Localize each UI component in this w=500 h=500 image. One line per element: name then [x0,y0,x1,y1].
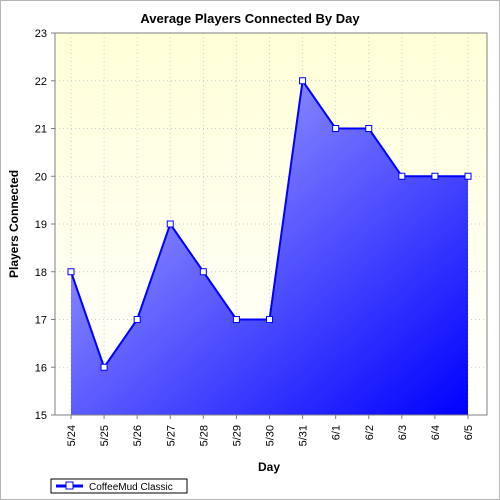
y-tick-label: 16 [35,362,47,374]
legend-marker-swatch [65,481,74,490]
data-point-marker [133,316,141,323]
x-tick-label: 5/30 [265,425,277,446]
y-tick-label: 18 [35,267,47,279]
x-tick-label: 5/25 [99,425,111,446]
data-point-marker [332,125,340,132]
data-point-marker [266,316,273,323]
series-markers [67,77,472,371]
legend-label: CoffeeMud Classic [89,482,173,493]
x-tick-label: 6/3 [397,425,409,440]
y-axis-title: Players Connected [7,170,21,278]
x-tick-label: 6/2 [364,425,376,440]
series-area-fill [71,80,468,415]
data-point-marker [166,220,174,228]
y-tick-label: 15 [35,410,47,422]
x-tick-label: 5/26 [132,425,144,446]
data-point-marker [199,268,207,276]
x-tick-label: 6/4 [430,425,442,440]
y-tick-label: 20 [35,171,47,183]
series-area [71,80,468,415]
x-tick-label: 5/28 [198,425,210,446]
y-tick-label: 17 [35,315,47,327]
legend-box [50,478,188,494]
y-axis-ticks: 15 16 17 18 19 20 21 22 23 [35,28,55,422]
data-point-marker [299,77,307,85]
data-point-marker [232,316,240,323]
y-tick-label: 22 [35,76,47,88]
data-point-marker [464,172,472,180]
x-tick-label: 6/5 [463,425,475,440]
x-tick-label: 5/24 [66,425,78,446]
x-axis-title: Day [258,460,280,474]
data-point-marker [431,172,439,180]
x-tick-label: 6/1 [331,425,343,440]
data-point-marker [365,125,373,132]
x-tick-label: 5/31 [298,425,310,446]
data-point-marker [100,363,108,371]
x-tick-label: 5/27 [165,425,177,446]
y-tick-label: 23 [35,28,47,40]
y-tick-label: 21 [35,124,47,136]
chart-title: Average Players Connected By Day [140,11,360,26]
data-point-marker [67,268,75,276]
x-tick-label: 5/29 [231,425,243,446]
legend: CoffeeMud Classic [50,478,188,494]
y-tick-label: 19 [35,219,47,231]
data-point-marker [398,172,406,180]
x-axis-ticks: 5/24 5/25 5/26 5/27 5/28 5/29 5/30 5/31 6/1 6/2 6/… [66,415,475,446]
